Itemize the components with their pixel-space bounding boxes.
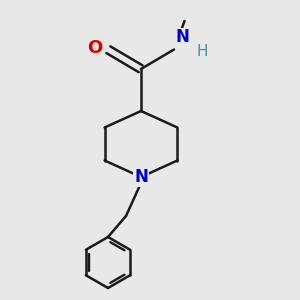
Text: O: O (87, 39, 103, 57)
Text: H: H (196, 44, 208, 59)
Text: N: N (176, 28, 189, 46)
Text: N: N (134, 168, 148, 186)
